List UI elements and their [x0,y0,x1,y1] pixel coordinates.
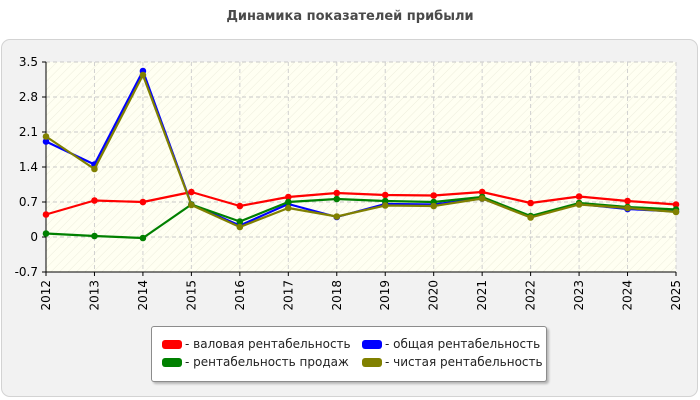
data-point [42,230,50,237]
x-tick-label: 2013 [87,280,101,311]
data-point [430,202,437,210]
data-point [527,214,534,221]
y-tick-label: 2.8 [19,90,38,104]
y-tick-label: 0 [30,230,38,244]
x-tick-label: 2022 [524,280,538,311]
data-point [236,223,244,231]
series-line [45,195,677,240]
data-point [285,198,292,206]
data-point [478,188,486,196]
data-point [672,201,680,208]
data-point [139,234,147,242]
y-tick-label: 3.5 [19,55,38,69]
data-point [139,198,147,206]
y-tick-label: 0.7 [19,195,38,209]
chart-title: Динамика показателей прибыли [226,9,474,24]
y-tick-label: 1.4 [19,160,38,174]
data-point [91,197,98,204]
x-tick-label: 2015 [184,280,198,311]
data-point [139,71,147,79]
data-point [42,133,50,140]
legend: - валовая рентабельность - общая рентабе… [151,326,547,382]
x-tick-label: 2014 [136,280,150,311]
series-line [45,190,677,216]
data-point [236,202,244,210]
x-tick-label: 2023 [572,280,586,311]
legend-item-net-margin: - чистая рентабельность [362,354,543,370]
data-point [381,202,389,209]
data-point [91,232,98,240]
x-tick-label: 2018 [330,280,344,311]
data-point [381,191,389,199]
legend-swatch [362,357,382,367]
data-point [285,204,292,212]
data-point [236,218,244,225]
legend-item-gross-margin: - валовая рентабельность [162,336,351,352]
x-tick-label: 2016 [233,280,247,311]
x-tick-label: 2019 [378,280,392,311]
data-point [575,193,583,200]
data-point [333,195,341,203]
y-tick-label: -0.7 [15,265,38,279]
data-point [478,195,486,202]
y-tick-label: 2.1 [19,125,38,139]
x-tick-label: 2025 [669,280,683,311]
data-point [575,201,583,208]
data-point [188,201,195,209]
legend-item-total-margin: - общая рентабельность [362,336,540,352]
legend-label: - рентабельность продаж [185,355,349,369]
legend-swatch [162,357,182,367]
data-point [188,188,195,196]
data-point [91,165,98,173]
legend-label: - общая рентабельность [385,337,541,351]
legend-item-sales-margin: - рентабельность продаж [162,354,349,370]
data-point [624,197,631,205]
data-point [672,208,680,216]
x-tick-label: 2017 [281,280,295,311]
x-tick-label: 2021 [475,280,489,311]
data-point [527,199,534,207]
x-tick-label: 2012 [39,280,53,311]
x-tick-label: 2024 [621,280,635,311]
data-point [42,138,50,145]
legend-label: - чистая рентабельность [385,355,543,369]
data-point [624,204,631,212]
data-point [333,213,341,220]
legend-swatch [362,339,382,349]
data-point [333,189,341,197]
series-line [45,73,677,229]
legend-swatch [162,339,182,349]
x-tick-label: 2020 [427,280,441,311]
legend-label: - валовая рентабельность [185,337,351,351]
data-point [285,193,292,201]
data-point [430,192,437,199]
data-point [42,211,50,218]
